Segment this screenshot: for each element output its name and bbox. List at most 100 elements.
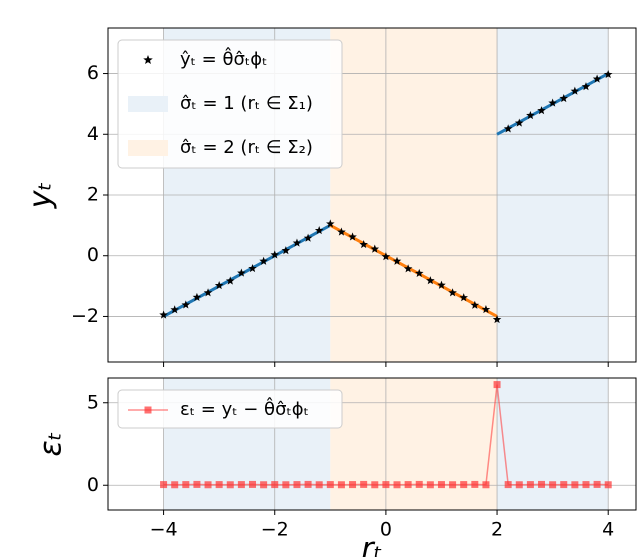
square-point bbox=[460, 481, 468, 489]
legend-label: εₜ = yₜ − θ̂σ̂ₜϕₜ bbox=[180, 397, 309, 420]
star-point bbox=[337, 227, 346, 236]
star-point bbox=[326, 219, 335, 228]
square-point bbox=[437, 481, 445, 489]
star-point bbox=[281, 246, 291, 255]
star-point bbox=[259, 256, 268, 265]
star-point bbox=[592, 74, 602, 83]
square-point bbox=[260, 481, 268, 489]
legend-marker bbox=[143, 55, 153, 65]
x-axis-label: rₜ bbox=[361, 532, 382, 557]
square-point bbox=[560, 481, 568, 489]
legend-label: σ̂ₜ = 2 (rₜ ∈ Σ₂) bbox=[180, 137, 313, 158]
star-point bbox=[248, 263, 257, 273]
fit-line bbox=[162, 224, 332, 318]
star-point bbox=[459, 293, 468, 302]
legend-patch bbox=[128, 96, 168, 112]
star-point bbox=[181, 300, 191, 309]
star-point bbox=[548, 98, 557, 107]
square-point bbox=[349, 481, 357, 489]
region bbox=[330, 378, 498, 510]
x-tick-label: −4 bbox=[150, 519, 178, 541]
square-point bbox=[249, 480, 257, 488]
square-point bbox=[493, 381, 501, 389]
star-point bbox=[225, 276, 235, 285]
square-point bbox=[193, 480, 201, 488]
region bbox=[497, 378, 609, 510]
square-point bbox=[582, 481, 590, 489]
square-point bbox=[449, 481, 457, 489]
star-point bbox=[292, 238, 302, 247]
star-point bbox=[314, 226, 324, 235]
square-point bbox=[538, 480, 546, 488]
square-point bbox=[315, 481, 323, 489]
legend-label: σ̂ₜ = 1 (rₜ ∈ Σ₁) bbox=[180, 93, 313, 114]
legend-label: ŷₜ = θ̂σ̂ₜϕₜ bbox=[180, 47, 267, 70]
star-point bbox=[537, 106, 546, 115]
legend-marker bbox=[144, 406, 152, 414]
star-point bbox=[381, 252, 391, 261]
square-point bbox=[593, 480, 601, 488]
star-point bbox=[426, 276, 435, 285]
square-point bbox=[526, 481, 534, 489]
square-point bbox=[415, 480, 423, 488]
star-point bbox=[203, 288, 213, 297]
y-tick-label: 6 bbox=[87, 62, 99, 84]
square-point bbox=[571, 481, 579, 489]
star-point bbox=[348, 232, 357, 241]
star-point bbox=[237, 268, 246, 277]
square-point bbox=[271, 481, 279, 489]
square-point bbox=[326, 481, 334, 489]
x-tick-label: −2 bbox=[261, 519, 289, 541]
star-point bbox=[359, 239, 368, 249]
square-point bbox=[237, 481, 245, 489]
star-point bbox=[515, 118, 524, 127]
square-point bbox=[549, 481, 557, 489]
square-point bbox=[160, 481, 168, 489]
y-tick-label: 2 bbox=[87, 184, 99, 206]
square-point bbox=[182, 481, 190, 489]
star-point bbox=[437, 280, 446, 289]
square-point bbox=[471, 480, 479, 488]
y-tick-label: 5 bbox=[87, 391, 99, 413]
star-point bbox=[403, 264, 413, 273]
square-point bbox=[282, 481, 290, 489]
star-point bbox=[503, 124, 513, 133]
square-point bbox=[504, 481, 512, 489]
square-point bbox=[171, 481, 179, 489]
square-point bbox=[204, 481, 212, 489]
star-point bbox=[192, 292, 202, 301]
square-point bbox=[360, 480, 368, 488]
star-point bbox=[559, 93, 569, 103]
star-point bbox=[492, 314, 502, 324]
square-point bbox=[293, 481, 301, 489]
square-point bbox=[482, 481, 490, 489]
legend-box bbox=[117, 39, 343, 169]
x-tick-label: 0 bbox=[380, 519, 392, 541]
legend-patch bbox=[128, 140, 168, 156]
star-point bbox=[481, 304, 491, 314]
square-point bbox=[226, 481, 234, 489]
star-point bbox=[448, 288, 457, 297]
star-point bbox=[570, 86, 580, 95]
star-point bbox=[303, 233, 313, 242]
legend-box bbox=[117, 389, 343, 429]
square-point bbox=[404, 481, 412, 489]
star-point bbox=[159, 310, 168, 319]
axes-frame bbox=[107, 377, 637, 511]
star-point bbox=[270, 250, 280, 259]
square-point bbox=[515, 481, 523, 489]
square-point bbox=[215, 481, 223, 489]
x-tick-label: 4 bbox=[602, 519, 614, 541]
x-tick-label: 2 bbox=[491, 519, 503, 541]
star-point bbox=[603, 69, 613, 79]
square-point bbox=[337, 481, 345, 489]
square-point bbox=[393, 481, 401, 489]
star-point bbox=[392, 256, 402, 265]
star-point bbox=[414, 268, 424, 277]
square-point bbox=[371, 481, 379, 489]
y-tick-label: 0 bbox=[87, 474, 99, 496]
star-point bbox=[470, 300, 480, 309]
square-point bbox=[304, 480, 312, 488]
y-tick-label: −2 bbox=[71, 305, 99, 327]
